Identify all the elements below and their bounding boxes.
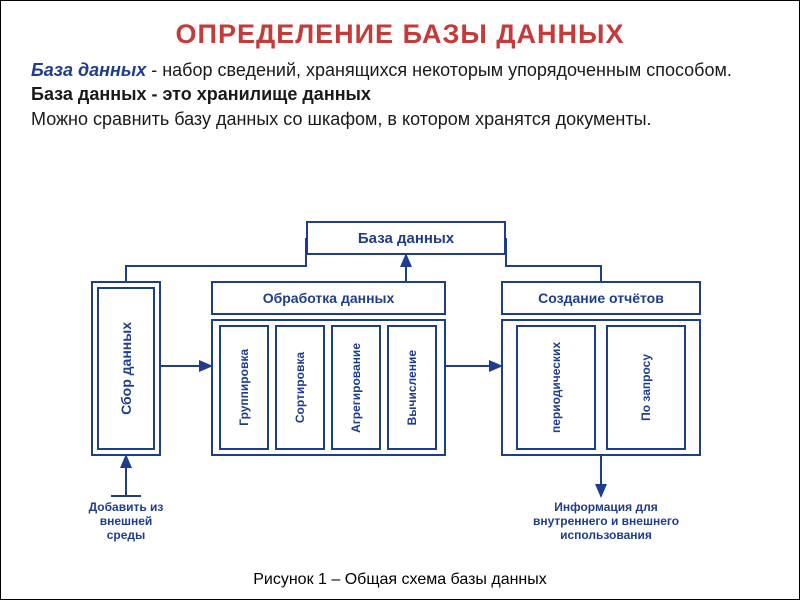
- page-title: ОПРЕДЕЛЕНИЕ БАЗЫ ДАННЫХ: [1, 1, 799, 58]
- definition-block: База данных - набор сведений, хранящихся…: [1, 58, 799, 131]
- definition-text1: - набор сведений, хранящихся некоторым у…: [146, 60, 732, 80]
- diagram-area: База данныхСбор данныхОбработка данныхГр…: [1, 221, 799, 551]
- figure-caption: Рисунок 1 – Общая схема базы данных: [1, 571, 799, 589]
- definition-line2: База данных - это хранилище данных: [31, 84, 371, 104]
- diagram-arrows: [1, 221, 800, 551]
- title-text: ОПРЕДЕЛЕНИЕ БАЗЫ ДАННЫХ: [176, 19, 625, 49]
- definition-term: База данных: [31, 60, 146, 80]
- definition-line3: Можно сравнить базу данных со шкафом, в …: [31, 109, 652, 129]
